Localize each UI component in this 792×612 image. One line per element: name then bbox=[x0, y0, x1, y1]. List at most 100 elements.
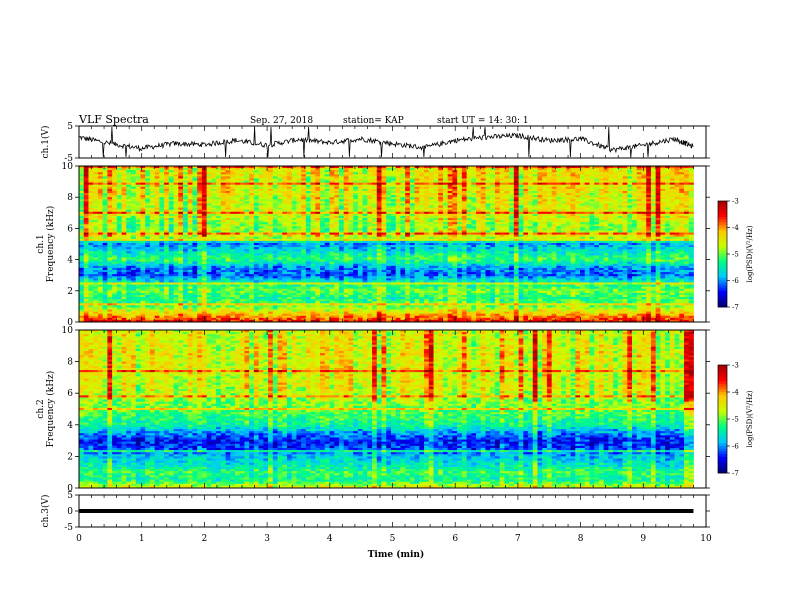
heatmap-cell bbox=[504, 176, 510, 179]
heatmap-cell bbox=[395, 174, 401, 177]
heatmap-cell bbox=[490, 170, 496, 173]
heatmap-cell bbox=[272, 188, 278, 192]
heatmap-cell bbox=[367, 178, 373, 181]
heatmap-cell bbox=[362, 172, 368, 175]
heatmap-cell bbox=[268, 193, 274, 196]
heatmap-cell bbox=[362, 180, 368, 184]
heatmap-cell bbox=[286, 180, 293, 184]
heatmap-cell bbox=[466, 178, 472, 181]
heatmap-cell bbox=[405, 180, 411, 184]
heatmap-cell bbox=[116, 168, 122, 171]
heatmap-cell bbox=[461, 180, 467, 184]
heatmap-cell bbox=[532, 182, 538, 186]
heatmap-cell bbox=[613, 176, 619, 179]
heatmap-cell bbox=[589, 180, 595, 184]
heatmap-cell bbox=[154, 180, 160, 184]
heatmap-cell bbox=[182, 176, 189, 179]
heatmap-cell bbox=[239, 184, 245, 188]
heatmap-cell bbox=[272, 180, 278, 184]
heatmap-cell bbox=[542, 172, 548, 175]
heatmap-cell bbox=[608, 168, 614, 171]
heatmap-cell bbox=[107, 182, 113, 186]
heatmap-cell bbox=[405, 186, 411, 190]
heatmap-cell bbox=[684, 166, 690, 169]
heatmap-cell bbox=[688, 180, 694, 184]
heatmap-cell bbox=[636, 174, 642, 177]
heatmap-cell bbox=[414, 170, 420, 173]
heatmap-cell bbox=[253, 186, 260, 190]
heatmap-cell bbox=[296, 186, 302, 190]
heatmap-cell bbox=[504, 190, 510, 194]
heatmap-cell bbox=[338, 166, 345, 169]
heatmap-cell bbox=[220, 190, 226, 194]
heatmap-cell bbox=[230, 176, 236, 179]
heatmap-cell bbox=[216, 170, 222, 173]
heatmap-cell bbox=[135, 176, 141, 179]
heatmap-cell bbox=[669, 176, 675, 179]
heatmap-cell bbox=[338, 190, 345, 194]
heatmap-cell bbox=[660, 166, 666, 169]
heatmap-cell bbox=[83, 184, 89, 188]
heatmap-cell bbox=[580, 166, 586, 169]
heatmap-cell bbox=[102, 193, 108, 196]
heatmap-cell bbox=[234, 176, 241, 179]
heatmap-cell bbox=[334, 182, 340, 186]
heatmap-cell bbox=[168, 186, 174, 190]
heatmap-cell bbox=[258, 188, 264, 192]
heatmap-cell bbox=[386, 166, 392, 169]
heatmap-cell bbox=[584, 180, 590, 184]
heatmap-cell bbox=[116, 180, 122, 184]
heatmap-cell bbox=[480, 176, 486, 179]
heatmap-cell bbox=[457, 190, 463, 194]
heatmap-cell bbox=[305, 186, 312, 190]
heatmap-cell bbox=[603, 188, 609, 192]
heatmap-cell bbox=[173, 184, 179, 188]
heatmap-cell bbox=[584, 190, 590, 194]
heatmap-cell bbox=[386, 170, 392, 173]
heatmap-cell bbox=[263, 184, 269, 188]
heatmap-cell bbox=[584, 184, 590, 188]
heatmap-cell bbox=[130, 166, 137, 169]
heatmap-cell bbox=[650, 168, 657, 171]
heatmap-cell bbox=[556, 184, 562, 188]
heatmap-cell bbox=[466, 186, 472, 190]
heatmap-cell bbox=[499, 188, 505, 192]
heatmap-cell bbox=[438, 170, 444, 173]
heatmap-cell bbox=[461, 176, 467, 179]
heatmap-cell bbox=[414, 168, 420, 171]
heatmap-cell bbox=[164, 170, 170, 173]
heatmap-cell bbox=[201, 190, 208, 194]
heatmap-cell bbox=[655, 174, 661, 177]
heatmap-cell bbox=[457, 188, 463, 192]
heatmap-cell bbox=[589, 184, 595, 188]
heatmap-cell bbox=[149, 168, 156, 171]
heatmap-cell bbox=[164, 176, 170, 179]
heatmap-cell bbox=[480, 188, 486, 192]
heatmap-cell bbox=[424, 166, 430, 169]
heatmap-cell bbox=[405, 190, 411, 194]
heatmap-cell bbox=[239, 174, 245, 177]
heatmap-cell bbox=[130, 188, 137, 192]
heatmap-cell bbox=[357, 174, 363, 177]
heatmap-cell bbox=[665, 176, 671, 179]
heatmap-cell bbox=[353, 188, 359, 192]
heatmap-cell bbox=[178, 170, 184, 173]
heatmap-cell bbox=[225, 168, 231, 171]
heatmap-cell bbox=[608, 184, 614, 188]
heatmap-cell bbox=[83, 172, 89, 175]
heatmap-cell bbox=[551, 184, 557, 188]
heatmap-cell bbox=[537, 188, 543, 192]
heatmap-cell bbox=[334, 180, 340, 184]
heatmap-cell bbox=[409, 188, 415, 192]
heatmap-cell bbox=[182, 186, 189, 190]
heatmap-cell bbox=[471, 188, 477, 192]
heatmap-cell bbox=[546, 180, 553, 184]
heatmap-cell bbox=[457, 178, 463, 181]
heatmap-cell bbox=[310, 174, 316, 177]
heatmap-cell bbox=[230, 170, 236, 173]
heatmap-cell bbox=[476, 180, 482, 184]
heatmap-cell bbox=[622, 166, 628, 169]
heatmap-cell bbox=[362, 184, 368, 188]
heatmap-cell bbox=[537, 184, 543, 188]
